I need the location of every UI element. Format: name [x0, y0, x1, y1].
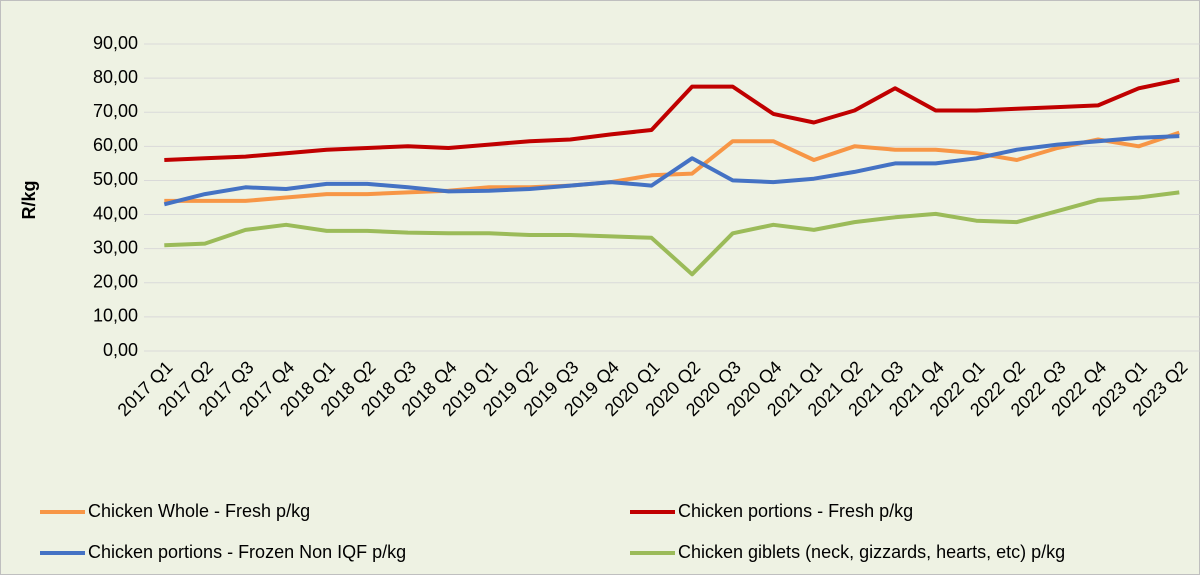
y-tick-label: 30,00: [93, 237, 138, 257]
y-tick-label: 80,00: [93, 67, 138, 87]
y-axis-label: R/kg: [19, 180, 39, 219]
series-line: [164, 77, 1180, 162]
y-tick-label: 40,00: [93, 203, 138, 223]
y-tick-label: 70,00: [93, 101, 138, 121]
series-line: [164, 130, 1180, 203]
y-tick-label: 10,00: [93, 306, 138, 326]
legend-label: Chicken portions - Frozen Non IQF p/kg: [88, 542, 406, 562]
y-tick-label: 50,00: [93, 169, 138, 189]
y-tick-label: 60,00: [93, 135, 138, 155]
y-tick-label: 20,00: [93, 272, 138, 292]
legend-label: Chicken giblets (neck, gizzards, hearts,…: [678, 542, 1065, 562]
y-tick-label: 90,00: [93, 33, 138, 53]
series-line: [164, 190, 1180, 277]
legend-label: Chicken Whole - Fresh p/kg: [88, 501, 310, 521]
legend-label: Chicken portions - Fresh p/kg: [678, 501, 913, 521]
y-tick-label: 0,00: [103, 340, 138, 360]
series-line: [163, 134, 1180, 207]
